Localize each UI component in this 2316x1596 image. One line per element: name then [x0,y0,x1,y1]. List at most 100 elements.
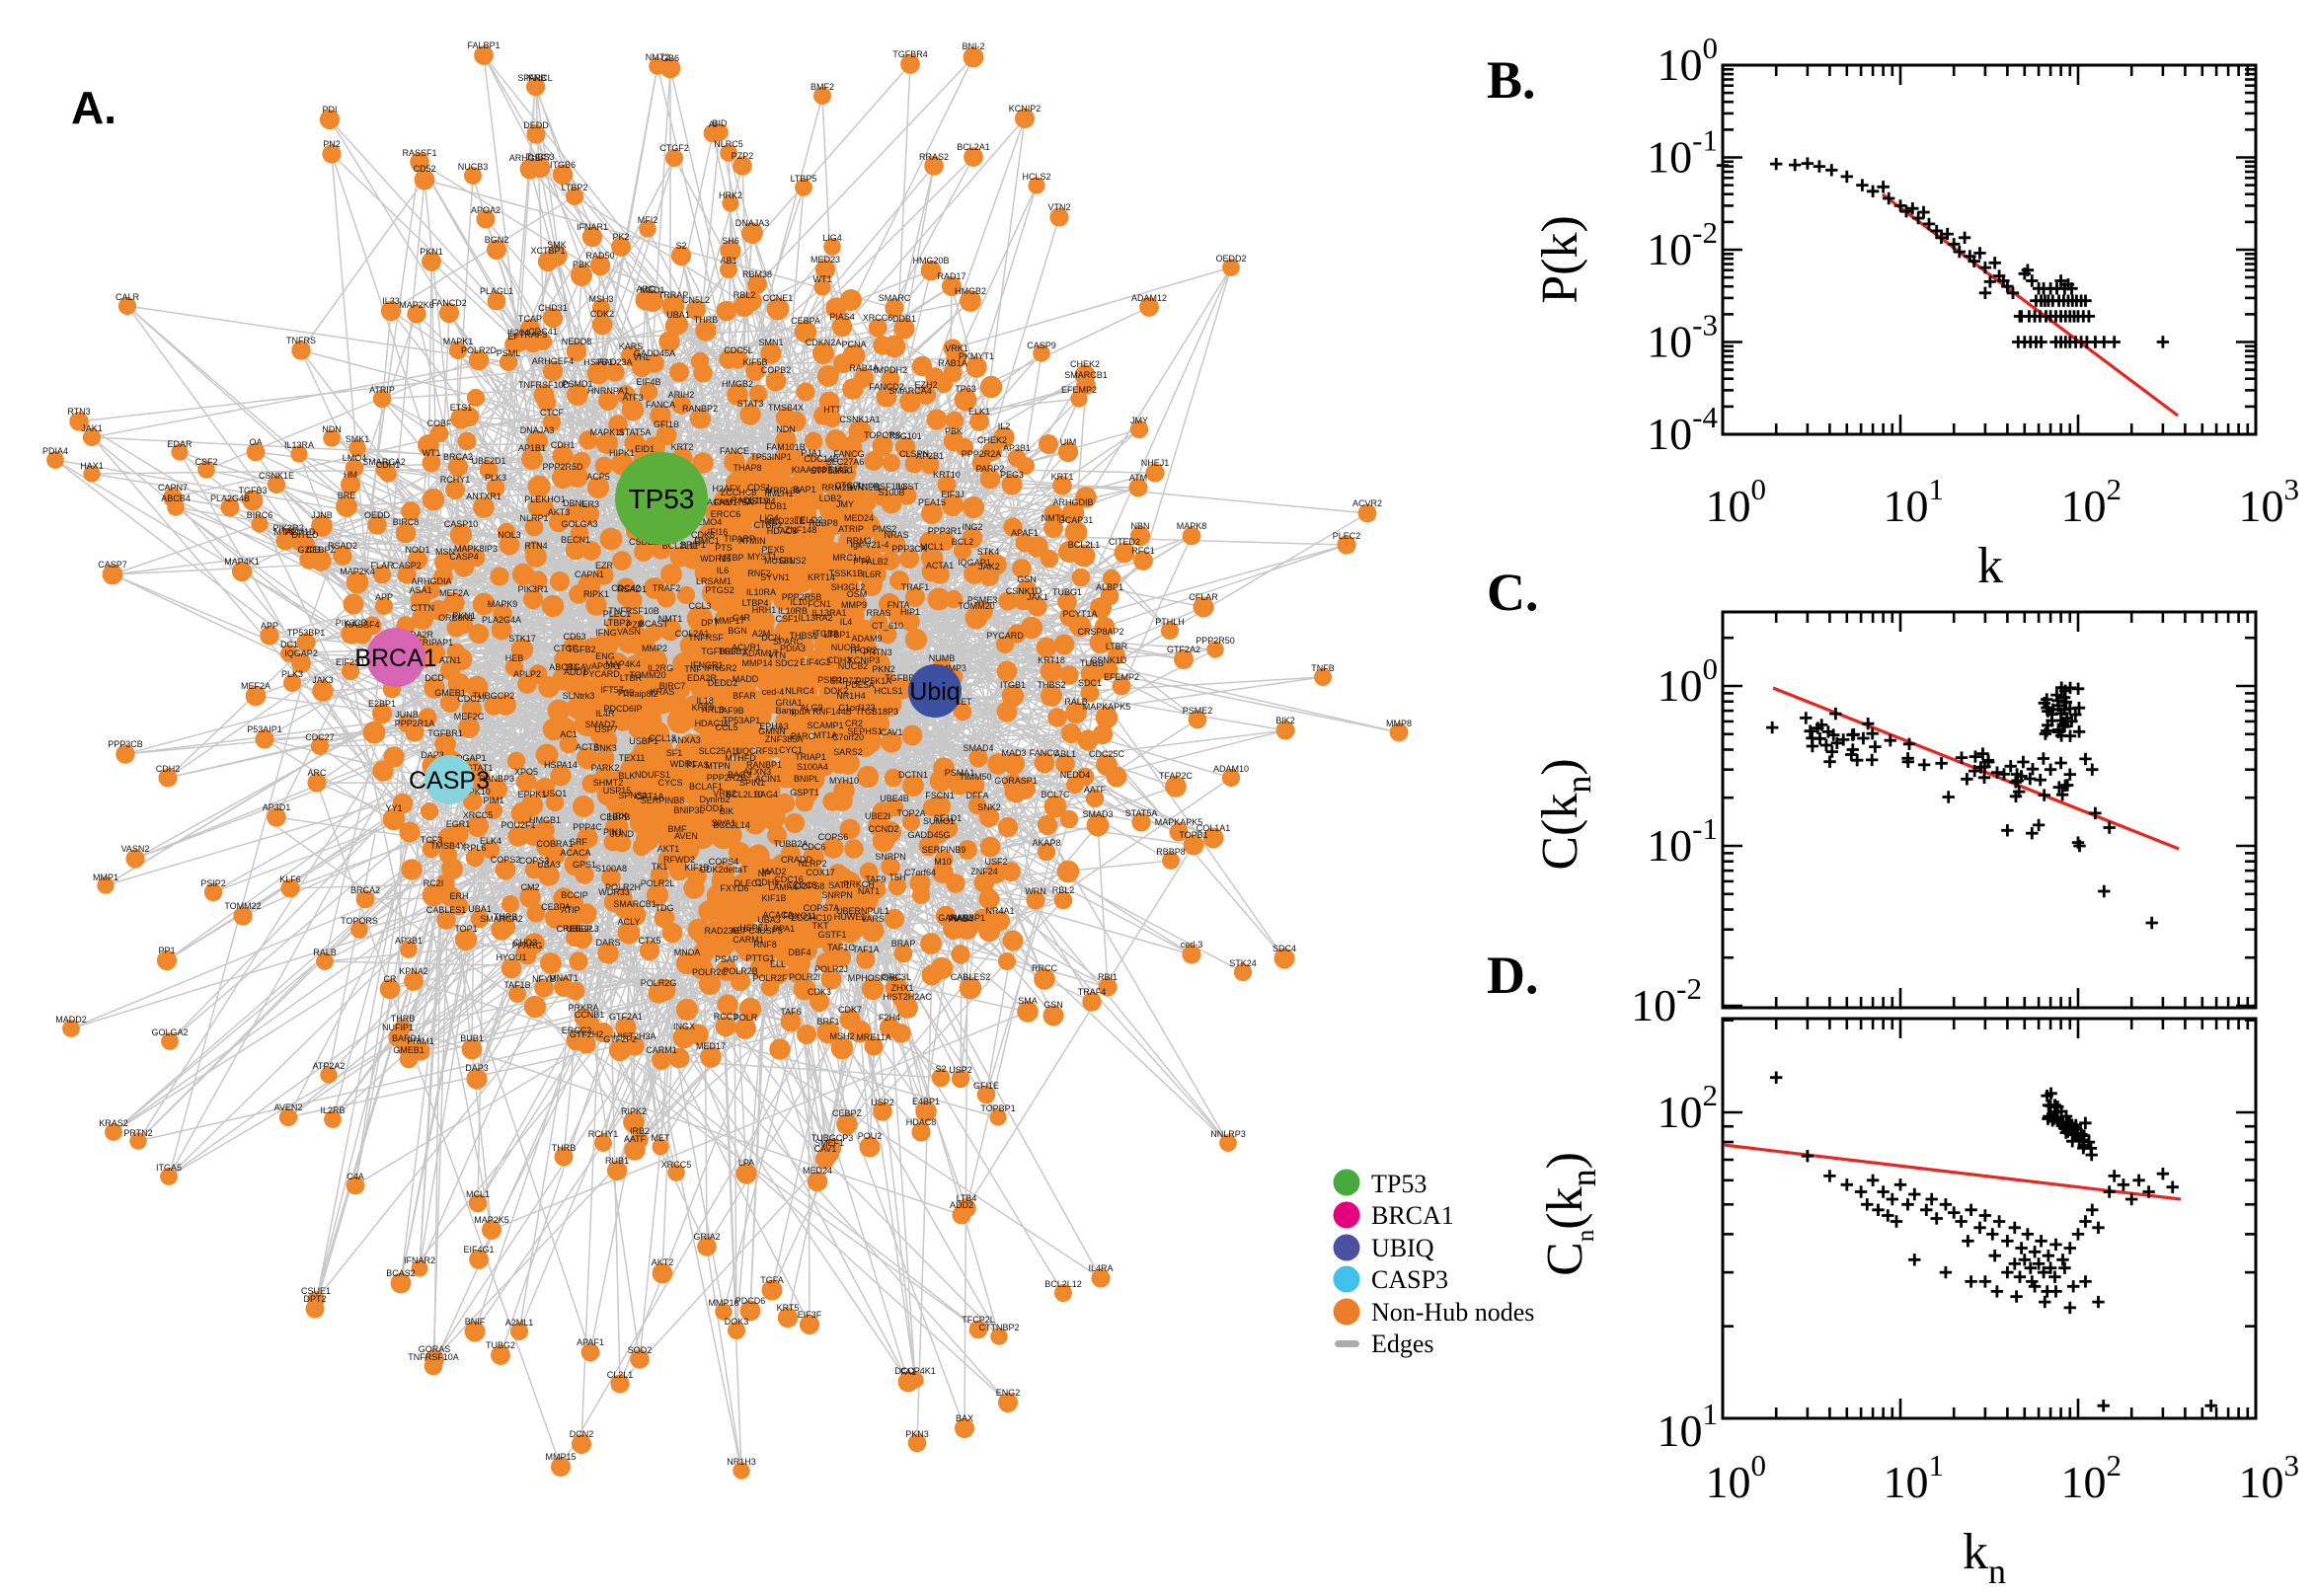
svg-text:CM2: CM2 [520,882,539,892]
svg-text:CASP10: CASP10 [444,519,479,529]
svg-text:XRCC5: XRCC5 [661,1160,692,1170]
svg-text:TOMM20: TOMM20 [629,670,665,680]
svg-text:RBBP8: RBBP8 [1156,847,1186,857]
svg-text:NEDD8: NEDD8 [562,337,592,346]
svg-text:Edges: Edges [1371,1330,1434,1358]
svg-text:IL13RA: IL13RA [284,440,314,450]
svg-text:DPT2: DPT2 [303,1294,326,1304]
svg-text:ITGB18P3: ITGB18P3 [857,707,898,717]
svg-text:IL6: IL6 [717,566,730,575]
svg-text:JMY: JMY [1130,416,1148,425]
svg-text:RC2I: RC2I [424,878,444,888]
svg-text:CASP3: CASP3 [1371,1265,1448,1294]
svg-text:MYH10: MYH10 [829,776,859,786]
svg-text:PYCARD: PYCARD [986,631,1024,641]
svg-text:VASN2: VASN2 [121,844,150,854]
svg-text:DAP3: DAP3 [465,1063,489,1073]
svg-text:ZNF24: ZNF24 [970,867,998,876]
svg-text:CDK2: CDK2 [590,309,614,319]
svg-text:USP2: USP2 [871,1098,894,1107]
svg-text:GINS2: GINS2 [779,556,806,566]
svg-text:MCL1: MCL1 [920,542,944,552]
svg-text:YY1: YY1 [385,803,402,813]
svg-text:LTB4: LTB4 [957,1193,977,1203]
svg-text:GSN: GSN [1043,1000,1063,1010]
svg-text:AKAP8: AKAP8 [1032,838,1060,848]
svg-text:DCTN1: DCTN1 [898,770,928,780]
svg-text:BCAP31: BCAP31 [1059,515,1094,525]
svg-text:XPO5: XPO5 [514,767,538,777]
svg-text:SYVN1: SYVN1 [760,572,790,582]
svg-text:F2H4: F2H4 [879,1013,900,1023]
svg-text:NBN: NBN [1130,521,1149,531]
svg-text:DARS: DARS [595,938,620,948]
svg-text:CCNB1: CCNB1 [575,1010,605,1020]
svg-text:OA: OA [249,437,262,447]
svg-text:MAP4K1: MAP4K1 [224,557,260,567]
svg-text:RAD17: RAD17 [937,271,965,281]
svg-text:PIK3R2: PIK3R2 [272,523,303,533]
svg-text:A.: A. [71,82,116,133]
svg-text:JUND: JUND [610,829,634,839]
svg-text:IL2RB: IL2RB [320,1105,345,1115]
svg-text:CDC5L: CDC5L [724,345,753,355]
svg-text:USO1: USO1 [543,789,568,798]
svg-text:TUBG1: TUBG1 [1052,587,1082,597]
svg-text:MADD2: MADD2 [55,1015,87,1025]
svg-text:PKN3: PKN3 [905,1429,929,1439]
svg-text:HIP1: HIP1 [900,607,920,617]
svg-text:MAPK9: MAPK9 [488,599,518,609]
svg-text:NNLRP3: NNLRP3 [1210,1129,1246,1139]
svg-text:SMN1: SMN1 [758,338,783,347]
svg-text:NRAS: NRAS [884,530,908,540]
svg-text:SERPINB8: SERPINB8 [641,796,685,805]
svg-text:BNIF: BNIF [465,1317,486,1327]
svg-text:ZNF148: ZNF148 [785,525,817,535]
svg-text:ASA1: ASA1 [409,585,431,595]
svg-text:FA1: FA1 [900,1367,916,1377]
svg-text:BNI-2: BNI-2 [962,41,984,51]
svg-text:MAD3: MAD3 [1001,748,1026,758]
svg-text:USP2: USP2 [949,1065,972,1075]
svg-text:PRTN2: PRTN2 [123,1128,152,1138]
svg-text:MMP2: MMP2 [642,644,667,653]
svg-text:ALBP1: ALBP1 [1096,582,1123,592]
svg-text:HIST2H2AC: HIST2H2AC [883,992,932,1002]
svg-text:SMAD4: SMAD4 [963,743,993,753]
svg-text:ATIP: ATIP [561,905,579,915]
svg-text:ERCC6: ERCC6 [711,509,741,519]
svg-text:XRCC5: XRCC5 [463,810,494,820]
svg-text:RNF8: RNF8 [753,940,777,950]
svg-text:NHEJ1: NHEJ1 [1141,458,1170,468]
svg-text:BCAS2: BCAS2 [386,1268,416,1278]
svg-text:ced-3: ced-3 [1181,940,1203,950]
svg-text:PIAS4: PIAS4 [829,312,855,322]
svg-text:CSNK1A1: CSNK1A1 [839,415,880,424]
svg-text:CABLES1: CABLES1 [426,905,467,915]
svg-text:OEDD2: OEDD2 [1215,254,1246,264]
svg-text:KPNA2: KPNA2 [399,966,428,976]
svg-text:SMK1: SMK1 [346,434,370,444]
svg-text:CSNK1E: CSNK1E [259,471,294,481]
svg-text:KRT10: KRT10 [933,470,961,480]
svg-text:RCHY1: RCHY1 [588,1129,619,1139]
svg-text:SDC1: SDC1 [1078,678,1102,688]
svg-text:P53AIP1: P53AIP1 [247,724,282,734]
svg-text:UIM: UIM [1060,437,1077,447]
svg-text:SLC27A6: SLC27A6 [826,457,865,467]
svg-text:MAP2K5: MAP2K5 [474,1215,509,1225]
svg-text:TRAF3: TRAF3 [519,330,548,340]
svg-text:DDB1: DDB1 [892,314,916,324]
svg-text:KIF1B: KIF1B [761,893,786,903]
svg-text:ACP5: ACP5 [586,472,610,482]
svg-text:M10: M10 [934,857,952,867]
svg-text:EID1: EID1 [635,444,655,454]
svg-text:COPS6: COPS6 [818,832,849,842]
svg-text:RRAS2: RRAS2 [919,152,949,162]
svg-text:LTBP1: LTBP1 [824,630,851,640]
svg-text:MTPN: MTPN [705,761,731,771]
svg-text:IFNAR2: IFNAR2 [404,1255,435,1265]
svg-text:MET: MET [652,1133,671,1143]
svg-text:HMG20B: HMG20B [912,256,949,266]
svg-text:CTCF: CTCF [540,408,564,418]
